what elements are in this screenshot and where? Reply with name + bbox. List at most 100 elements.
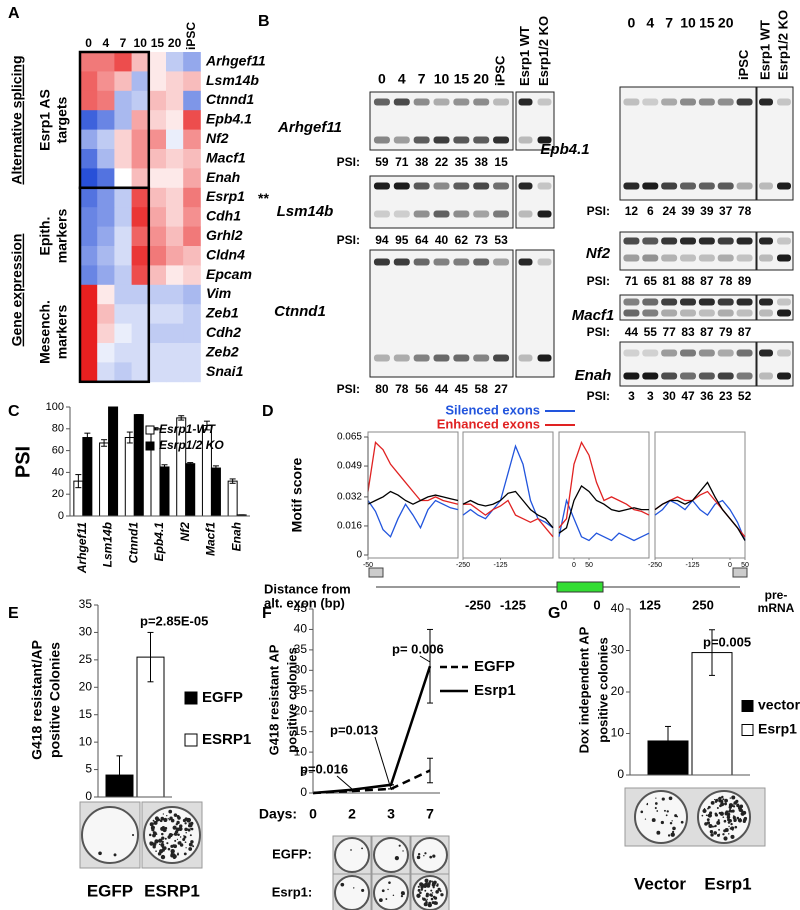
band-skipping: [393, 136, 410, 144]
heatmap-cell: [166, 187, 184, 208]
band-skipping: [623, 372, 640, 380]
control-band: [777, 309, 791, 317]
gene-label: Epcam: [206, 266, 252, 282]
y-tick-label: 10: [611, 726, 625, 740]
heatmap-cell: [166, 207, 184, 227]
heatmap-cell: [80, 265, 98, 286]
colony: [731, 795, 736, 800]
heatmap-cell: [80, 323, 98, 344]
control-band: [759, 298, 773, 306]
heatmap-cell: [183, 129, 201, 150]
colony: [185, 847, 187, 849]
heatmap-cell: [183, 110, 201, 130]
control-band: [777, 349, 791, 357]
colony: [423, 855, 425, 857]
colony: [432, 854, 436, 858]
psi-label: PSI:: [337, 233, 360, 247]
colony: [417, 853, 421, 856]
band-inclusion: [473, 182, 490, 190]
heatmap-cell: [183, 168, 201, 189]
psi-value: 87: [738, 325, 752, 339]
band-inclusion: [433, 182, 450, 190]
annotation: p=0.013: [330, 722, 378, 737]
band-inclusion: [373, 258, 390, 266]
band-skipping: [413, 210, 430, 218]
heatmap-cell: [114, 71, 132, 92]
band-skipping: [680, 182, 696, 190]
heatmap-cell: [148, 207, 167, 227]
heatmap-cell: [114, 52, 132, 72]
psi-value: 30: [662, 389, 676, 403]
heatmap-cell: [114, 343, 132, 363]
legend-swatch: [184, 691, 198, 705]
heatmap-cell: [114, 168, 132, 189]
column-label: 20: [168, 36, 182, 50]
colony: [398, 844, 401, 847]
colony: [170, 818, 175, 823]
gene-label: Zeb2: [205, 343, 239, 359]
legend-label: Esrp1/2 KO: [159, 438, 224, 452]
psi-value: 39: [681, 204, 695, 218]
colony: [654, 807, 657, 810]
heatmap-cell: [80, 343, 98, 363]
panel-label: G: [548, 605, 560, 622]
colony: [416, 855, 421, 860]
colony: [419, 891, 422, 895]
heatmap-cell: [97, 246, 115, 266]
band-inclusion: [453, 182, 470, 190]
x-tick-label: Nf2: [178, 522, 192, 542]
heatmap-cell: [80, 246, 98, 266]
colony: [422, 897, 426, 901]
x-tick-label: Arhgef11: [75, 522, 89, 574]
band-inclusion: [623, 237, 640, 245]
band-inclusion: [642, 298, 659, 306]
colony-plate: [373, 875, 409, 910]
psi-value: 87: [700, 325, 714, 339]
band-skipping: [736, 254, 753, 262]
colony: [702, 808, 707, 814]
psi-value: 15: [494, 155, 508, 169]
colony: [728, 809, 731, 813]
colony: [424, 878, 429, 883]
control-band: [537, 258, 552, 266]
colony: [417, 889, 420, 892]
legend-label: Esrp1-WT: [159, 422, 217, 436]
band-skipping: [413, 354, 430, 362]
colony: [722, 816, 725, 818]
band-inclusion: [642, 98, 659, 106]
colony: [98, 851, 102, 856]
band-skipping: [642, 254, 659, 262]
psi-value: 22: [435, 155, 449, 169]
colony: [721, 795, 724, 799]
colony: [723, 819, 727, 823]
colony: [722, 798, 725, 801]
heatmap-cell: [97, 168, 115, 189]
x-tick-label: Ctnnd1: [126, 522, 140, 564]
heatmap-cell: [80, 187, 98, 208]
psi-value: 40: [435, 233, 449, 247]
band-inclusion: [413, 98, 430, 106]
band-inclusion: [698, 98, 715, 106]
colony: [728, 819, 732, 822]
colony: [437, 887, 441, 891]
control-band: [537, 210, 552, 218]
band-inclusion: [413, 182, 430, 190]
colony: [734, 825, 738, 829]
control-band: [537, 136, 552, 144]
band-skipping: [717, 309, 734, 317]
heatmap-cell: [114, 187, 132, 208]
band-skipping: [493, 354, 510, 362]
legend-label: vector: [758, 697, 800, 713]
band-inclusion: [661, 298, 678, 306]
y-tick-label: 40: [294, 622, 308, 636]
colony: [646, 803, 649, 806]
colony: [714, 798, 716, 801]
band-skipping: [473, 354, 490, 362]
colony: [714, 800, 718, 803]
legend-label: Esrp1: [758, 721, 797, 737]
heatmap-cell: [97, 129, 115, 150]
psi-value: 78: [395, 382, 409, 396]
colony: [722, 833, 725, 836]
gene-label: Ctnnd1: [274, 303, 326, 320]
